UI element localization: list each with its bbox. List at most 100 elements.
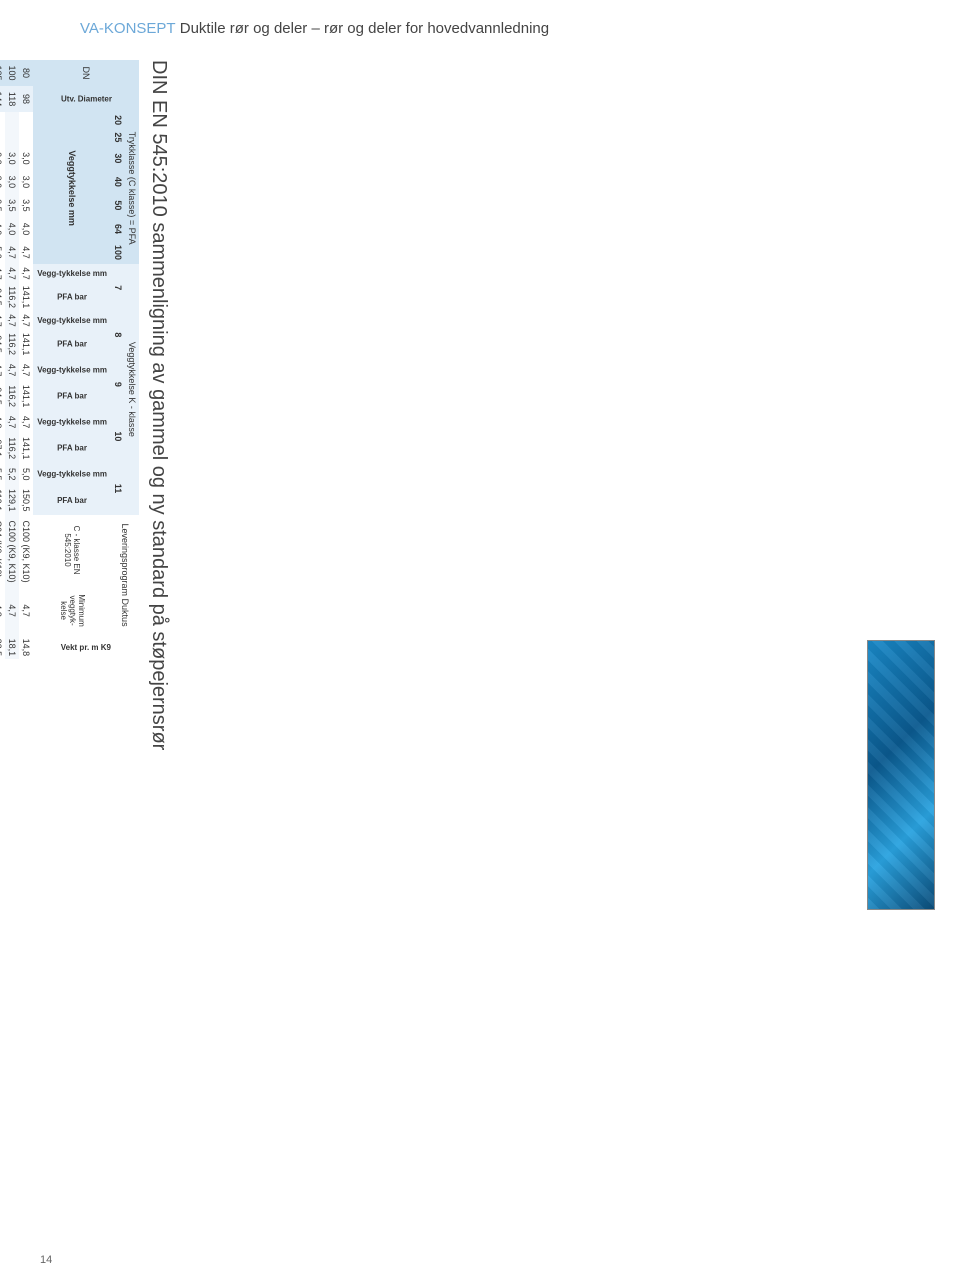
- cell-dn: 125: [0, 60, 5, 86]
- sub-vegg: Vegg-tykkelse mm: [33, 311, 111, 330]
- group-pfa: Trykklasse (C klasse) = PFA: [125, 112, 139, 264]
- table-row: 1251443,03,03,54,05,04,794,54,794,54,794…: [0, 60, 5, 659]
- main-heading: DIN EN 545:2010 sammenligning av gammel …: [147, 60, 170, 1160]
- cell-k-pfa: 141,1: [19, 382, 33, 411]
- table-row: 1001183,03,03,54,04,74,7116,24,7116,24,7…: [5, 60, 19, 659]
- title-rest: Duktile rør og deler – rør og deler for …: [180, 20, 549, 37]
- cell-k-pfa: 141,1: [19, 283, 33, 312]
- pfa-col-30: 30: [111, 147, 125, 171]
- cell-pfa: [0, 128, 5, 147]
- pfa-col-20: 20: [111, 112, 125, 128]
- col-vekt: Vekt pr. m K9: [33, 636, 139, 660]
- group-lev: Leveringsprogram Duktus: [111, 515, 139, 636]
- cell-k-vegg: 4,7: [5, 311, 19, 330]
- cell-k-vegg: 4,7: [19, 311, 33, 330]
- page-number: 14: [40, 1254, 52, 1266]
- col-cklasse: C - klasse EN 545:2010: [33, 515, 111, 586]
- cell-pfa: [0, 112, 5, 128]
- data-table-container: DNUtv. DiameterTrykklasse (C klasse) = P…: [0, 60, 139, 1160]
- cell-k-pfa: 129,1: [5, 486, 19, 515]
- cell-vekt: 18,1: [5, 636, 19, 660]
- cell-diam: 118: [5, 86, 19, 112]
- cell-pfa: 4,7: [5, 241, 19, 265]
- cell-lev: C100 (K9, K10): [5, 515, 19, 586]
- sub-vegg: Vegg-tykkelse mm: [33, 264, 111, 283]
- k-col-8: 8: [111, 311, 125, 358]
- cell-vekt: 14,8: [19, 636, 33, 660]
- cell-k-pfa: 94,5: [0, 330, 5, 359]
- cell-k-pfa: 116,2: [5, 330, 19, 359]
- cell-pfa: 3,5: [5, 194, 19, 218]
- cell-k-vegg: 4,7: [19, 358, 33, 382]
- cell-dn: 80: [19, 60, 33, 86]
- cell-pfa: 3,0: [0, 147, 5, 171]
- sub-vegg: Vegg-tykkelse mm: [33, 410, 111, 434]
- cell-k-vegg: 4,7: [5, 358, 19, 382]
- vegg-header: Veggtykkelse mm: [33, 112, 111, 264]
- cell-pfa: 5,0: [0, 241, 5, 265]
- pipe-photo: [867, 640, 935, 910]
- cell-diam: 98: [19, 86, 33, 112]
- k-col-7: 7: [111, 264, 125, 311]
- cell-k-vegg: 5,0: [19, 462, 33, 486]
- cell-min: 4,7: [19, 586, 33, 636]
- cell-pfa: 4,0: [0, 217, 5, 241]
- cell-lev: C64 (K9, K10): [0, 515, 5, 586]
- cell-k-pfa: 94,5: [0, 382, 5, 411]
- cell-k-vegg: 5,2: [5, 462, 19, 486]
- cell-pfa: 4,7: [19, 241, 33, 265]
- page-title: VA-KONSEPT Duktile rør og deler – rør og…: [80, 20, 920, 37]
- col-diameter: Utv. Diameter: [33, 86, 139, 112]
- cell-k-pfa: 141,1: [19, 434, 33, 463]
- cell-pfa: 3,0: [19, 147, 33, 171]
- k-col-11: 11: [111, 462, 125, 514]
- cell-min: 4,7: [5, 586, 19, 636]
- sub-vegg: Vegg-tykkelse mm: [33, 462, 111, 486]
- k-col-10: 10: [111, 410, 125, 462]
- cell-dn: 100: [5, 60, 19, 86]
- pfa-col-25: 25: [111, 128, 125, 147]
- cell-k-pfa: 110,1: [0, 486, 5, 515]
- cell-pfa: 4,0: [5, 217, 19, 241]
- cell-k-pfa: 150,5: [19, 486, 33, 515]
- rotated-content: DIN EN 545:2010 sammenligning av gammel …: [0, 60, 170, 1160]
- cell-pfa: 3,0: [19, 170, 33, 194]
- pfa-col-64: 64: [111, 217, 125, 241]
- cell-k-vegg: 4,7: [5, 410, 19, 434]
- col-minvegg: Minimum veggtyk-kelse: [33, 586, 111, 636]
- pfa-col-100: 100: [111, 241, 125, 265]
- cell-pfa: 3,0: [5, 147, 19, 171]
- sub-vegg: Vegg-tykkelse mm: [33, 358, 111, 382]
- cell-pfa: 3,0: [0, 170, 5, 194]
- cell-min: 4,8: [0, 586, 5, 636]
- sub-pfa: PFA bar: [33, 434, 111, 463]
- cell-k-vegg: 4,7: [0, 264, 5, 283]
- title-accent: VA-KONSEPT: [80, 20, 176, 37]
- col-dn: DN: [33, 60, 139, 86]
- data-table: DNUtv. DiameterTrykklasse (C klasse) = P…: [0, 60, 139, 659]
- cell-k-pfa: 94,5: [0, 283, 5, 312]
- table-row: 80983,03,03,54,04,74,7141,14,7141,14,714…: [19, 60, 33, 659]
- cell-k-vegg: 4,7: [0, 358, 5, 382]
- cell-diam: 144: [0, 86, 5, 112]
- sub-pfa: PFA bar: [33, 330, 111, 359]
- cell-pfa: [5, 128, 19, 147]
- cell-k-vegg: 5,5: [0, 462, 5, 486]
- cell-k-pfa: 116,2: [5, 434, 19, 463]
- cell-pfa: 4,0: [19, 217, 33, 241]
- cell-pfa: 3,5: [19, 194, 33, 218]
- cell-lev: C100 (K9, K10): [19, 515, 33, 586]
- pfa-col-50: 50: [111, 194, 125, 218]
- sub-pfa: PFA bar: [33, 486, 111, 515]
- cell-k-pfa: 97,1: [0, 434, 5, 463]
- group-k: Veggtykkelse K - klasse: [125, 264, 139, 514]
- k-col-9: 9: [111, 358, 125, 410]
- pfa-col-40: 40: [111, 170, 125, 194]
- cell-k-vegg: 4,7: [0, 311, 5, 330]
- cell-k-vegg: 4,7: [5, 264, 19, 283]
- cell-pfa: [19, 128, 33, 147]
- cell-k-pfa: 116,2: [5, 382, 19, 411]
- cell-pfa: 3,5: [0, 194, 5, 218]
- cell-pfa: [19, 112, 33, 128]
- cell-k-vegg: 4,7: [19, 410, 33, 434]
